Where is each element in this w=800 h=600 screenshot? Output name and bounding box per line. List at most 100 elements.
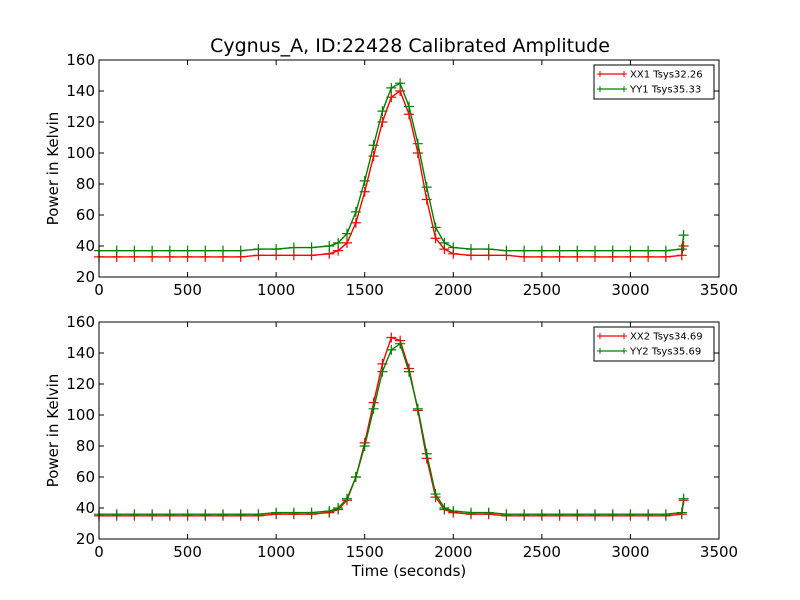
y-tick-label: 140 (66, 82, 95, 100)
x-tick-label: 1000 (257, 281, 295, 299)
data-point (483, 244, 494, 255)
data-point (395, 78, 406, 89)
data-point (554, 245, 565, 256)
legend-entry: XX1 Tsys32.26 (597, 70, 703, 81)
data-point (554, 509, 565, 520)
data-point (404, 366, 414, 377)
x-tick-label: 500 (173, 281, 202, 299)
data-point (359, 175, 370, 186)
axes-frame (98, 321, 720, 540)
data-point (466, 244, 476, 255)
data-point (404, 101, 414, 112)
data-point (536, 509, 547, 520)
data-point (412, 148, 423, 158)
y-axis-label: Power in Kelvin (44, 374, 62, 488)
data-point (288, 242, 299, 253)
data-point (660, 509, 671, 520)
data-point (430, 233, 441, 244)
data-point (386, 82, 397, 93)
y-tick-label: 20 (76, 268, 95, 286)
data-point (590, 509, 600, 520)
data-point (350, 217, 361, 228)
data-point (590, 245, 600, 256)
data-point (643, 245, 654, 256)
data-point (430, 489, 441, 500)
data-point (147, 245, 158, 256)
series-YY1 Tsys35.33 (94, 78, 689, 256)
x-tick-label: 2500 (523, 281, 561, 299)
data-point (342, 237, 352, 248)
legend-label: XX2 Tsys34.69 (630, 332, 703, 343)
axes-frame (98, 59, 720, 278)
y-tick-label: 160 (66, 51, 95, 69)
data-point (439, 503, 450, 513)
data-point (572, 509, 583, 520)
legend-entry: XX2 Tsys34.69 (597, 332, 703, 343)
data-point (253, 244, 264, 255)
data-point (200, 245, 211, 256)
legend: XX2 Tsys34.69 YY2 Tsys35.69 (593, 326, 715, 362)
data-point (676, 244, 687, 255)
data-point (368, 403, 379, 414)
legend-label: XX1 Tsys32.26 (630, 70, 703, 81)
legend-marker (597, 86, 627, 92)
x-tick-label: 0 (94, 543, 104, 561)
x-tick-label: 2000 (434, 281, 472, 299)
data-point (271, 507, 282, 518)
data-point (235, 509, 246, 520)
data-point (368, 140, 379, 151)
y-tick-label: 160 (66, 313, 95, 331)
data-point (350, 472, 361, 482)
data-point (483, 507, 494, 518)
data-point (386, 344, 397, 355)
data-point (607, 245, 618, 256)
y-tick-label: 100 (66, 144, 95, 162)
x-tick-label: 2000 (434, 543, 472, 561)
series-YY2 Tsys35.69 (94, 338, 689, 520)
x-tick-label: 2500 (523, 543, 561, 561)
x-tick-label: 3000 (611, 281, 649, 299)
data-point (676, 507, 687, 518)
data-point (412, 403, 423, 414)
y-tick-label: 120 (66, 375, 95, 393)
data-point (271, 244, 282, 255)
data-point (607, 509, 618, 520)
data-point (377, 366, 388, 377)
y-tick-label: 20 (76, 530, 95, 548)
data-point (519, 245, 530, 256)
data-point (395, 338, 406, 349)
subplot-2: 0 500 1000 1500 2000 2500 3000 3500 20 40 60 80 100 1… (44, 313, 738, 580)
data-point (421, 182, 432, 193)
subplots: 0 500 1000 1500 2000 2500 3000 3500204060801001… (44, 51, 738, 580)
data-point (333, 503, 344, 513)
data-point (147, 509, 158, 520)
data-point (288, 507, 299, 518)
x-tick-label: 500 (173, 543, 202, 561)
legend-label: YY1 Tsys35.33 (629, 85, 701, 96)
data-point (386, 332, 397, 343)
y-tick-label: 40 (76, 237, 95, 255)
data-point (111, 245, 122, 256)
data-point (342, 228, 352, 239)
data-point (306, 242, 317, 253)
data-point (333, 237, 344, 248)
data-point (439, 237, 450, 248)
y-tick-label: 80 (76, 437, 95, 455)
chart-title: Cygnus_A, ID:22428 Calibrated Amplitude (210, 35, 610, 57)
y-tick-label: 80 (76, 175, 95, 193)
data-point (501, 509, 512, 520)
data-point (430, 222, 441, 233)
data-point (412, 138, 423, 149)
legend-box (593, 326, 715, 362)
legend-marker (597, 333, 627, 339)
data-point (572, 245, 583, 256)
data-point (253, 509, 264, 520)
data-point (448, 506, 459, 517)
y-tick-label: 140 (66, 344, 95, 362)
y-tick-label: 40 (76, 499, 95, 517)
x-tick-label: 1500 (346, 281, 384, 299)
data-point (324, 506, 335, 517)
data-point (519, 509, 530, 520)
data-point (350, 206, 361, 217)
y-tick-label: 60 (76, 206, 95, 224)
